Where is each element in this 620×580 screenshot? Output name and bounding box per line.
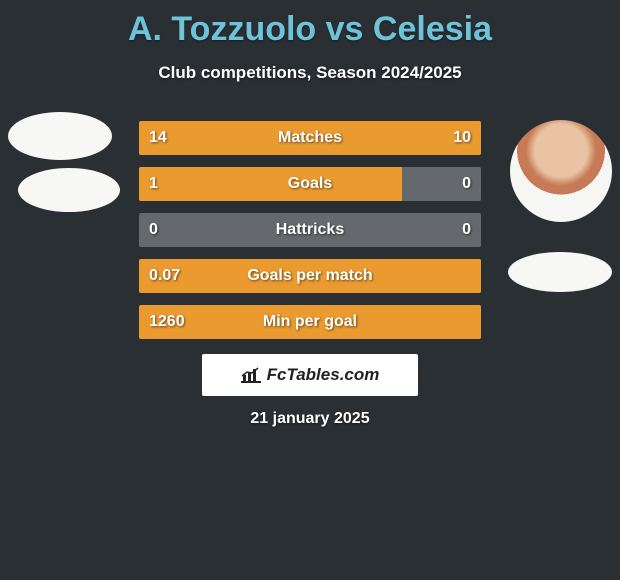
stats-chart: 1410Matches 10Goals 00Hattricks 0.07Goals p…: [139, 121, 481, 351]
player-left-avatar: [8, 112, 112, 160]
brand-text: FcTables.com: [267, 365, 380, 385]
stat-row: 0.07Goals per match: [139, 259, 481, 293]
snapshot-date: 21 january 2025: [0, 410, 620, 428]
brand-watermark: FcTables.com: [202, 354, 418, 396]
stat-label: Min per goal: [139, 305, 481, 339]
player-right-avatar: [510, 120, 612, 222]
stat-row: 1410Matches: [139, 121, 481, 155]
page-title: A. Tozzuolo vs Celesia: [0, 0, 620, 49]
chart-icon: [241, 367, 261, 383]
player-left-club-logo: [18, 168, 120, 212]
stat-row: 00Hattricks: [139, 213, 481, 247]
stat-row: 10Goals: [139, 167, 481, 201]
stat-label: Matches: [139, 121, 481, 155]
stat-label: Goals: [139, 167, 481, 201]
stat-row: 1260Min per goal: [139, 305, 481, 339]
stat-label: Goals per match: [139, 259, 481, 293]
stat-label: Hattricks: [139, 213, 481, 247]
page-subtitle: Club competitions, Season 2024/2025: [0, 63, 620, 83]
player-right-club-logo: [508, 252, 612, 292]
